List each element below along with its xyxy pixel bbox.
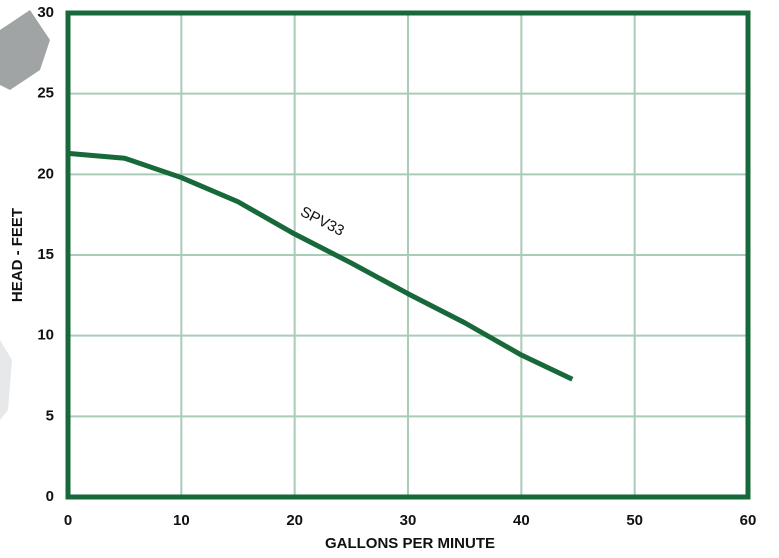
- chart: 0 10 20 30 40 50 60 0 5 10 15 20 25 30 GALLONS PER MI…: [0, 0, 779, 558]
- curve-annotation: SPV33: [298, 203, 347, 239]
- x-tick-label: 10: [173, 512, 190, 529]
- y-tick-label: 5: [46, 407, 54, 424]
- y-tick-label: 10: [37, 327, 54, 344]
- y-tick-label: 0: [46, 488, 54, 505]
- grid: 0 10 20 30 40 50 60 0 5 10 15 20 25 30: [37, 4, 756, 529]
- y-tick-label: 20: [37, 165, 54, 182]
- y-tick-label: 15: [37, 246, 54, 263]
- x-tick-label: 20: [286, 512, 303, 529]
- x-tick-label: 0: [64, 512, 72, 529]
- curve: [68, 153, 572, 379]
- y-tick-label: 25: [37, 85, 54, 102]
- x-tick-label: 60: [740, 512, 757, 529]
- product-photo-fragment: [0, 10, 50, 90]
- photo-shadow: [0, 340, 12, 420]
- y-tick-label: 30: [37, 4, 54, 21]
- y-axis-label: HEAD - FEET: [9, 208, 26, 302]
- plot: [68, 153, 572, 379]
- x-axis-label: GALLONS PER MINUTE: [325, 535, 495, 552]
- x-tick-label: 40: [513, 512, 530, 529]
- x-tick-label: 30: [400, 512, 417, 529]
- x-tick-label: 50: [626, 512, 643, 529]
